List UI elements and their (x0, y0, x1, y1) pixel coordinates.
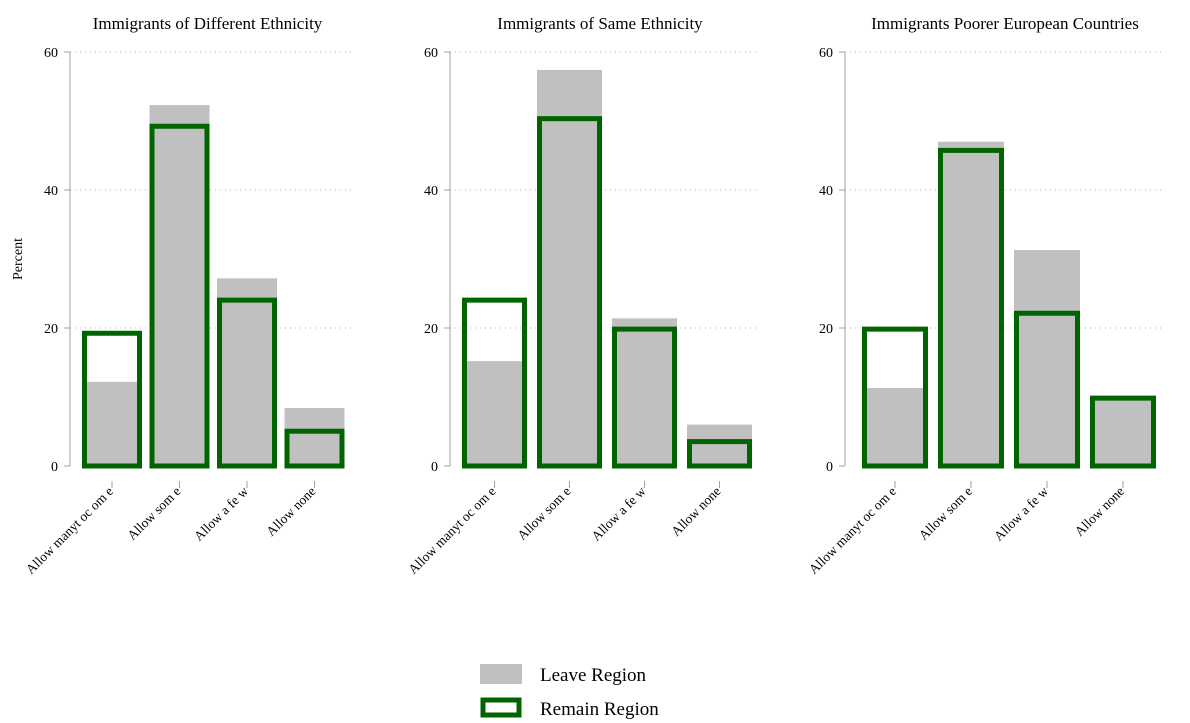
leave-bar-p2-0 (862, 388, 928, 466)
x-tick-label-p1-3: Allow none (668, 484, 723, 539)
y-tick-label-p0-0: 0 (51, 460, 58, 475)
y-tick-label-p2-0: 0 (826, 460, 833, 475)
y-tick-label-p0-3: 60 (44, 46, 58, 61)
legend-label-remain: Remain Region (540, 699, 659, 720)
leave-bar-p2-2 (1014, 250, 1080, 466)
panel-title-1: Immigrants of Same Ethnicity (497, 14, 703, 33)
y-tick-label-p1-0: 0 (431, 460, 438, 475)
leave-bar-p2-3 (1090, 399, 1156, 466)
remain-bar-p1-1 (537, 116, 602, 469)
y-axis-label: Percent (11, 238, 26, 280)
leave-bar-p1-2 (612, 318, 677, 466)
leave-bar-p1-1 (537, 69, 602, 466)
legend-label-leave: Leave Region (540, 665, 647, 686)
legend-swatch-leave (480, 664, 522, 684)
y-tick-label-p1-2: 40 (424, 184, 438, 199)
leave-bar-p2-1 (938, 141, 1004, 466)
leave-bar-p0-3 (284, 408, 345, 466)
x-tick-label-p2-2: Allow a fe w (991, 483, 1051, 543)
remain-bar-p1-0 (462, 297, 527, 469)
x-tick-label-p0-3: Allow none (263, 484, 318, 539)
y-tick-label-p1-3: 60 (424, 46, 438, 61)
x-tick-label-p1-1: Allow som e (514, 484, 573, 543)
panel-title-0: Immigrants of Different Ethnicity (93, 14, 323, 33)
legend-swatch-remain (480, 697, 522, 718)
y-tick-label-p2-1: 20 (819, 322, 833, 337)
y-tick-label-p0-2: 40 (44, 184, 58, 199)
y-tick-label-p1-1: 20 (424, 322, 438, 337)
leave-bar-p0-1 (149, 105, 210, 466)
leave-bar-p1-3 (687, 424, 752, 466)
remain-bar-p0-2 (217, 297, 277, 469)
y-tick-label-p2-2: 40 (819, 184, 833, 199)
x-tick-label-p2-3: Allow none (1072, 484, 1127, 539)
remain-bar-p1-3 (687, 439, 752, 469)
leave-bar-p0-0 (82, 381, 142, 466)
x-tick-label-p0-2: Allow a fe w (191, 483, 251, 543)
remain-bar-p0-0 (82, 330, 142, 469)
remain-bar-p2-0 (862, 326, 928, 469)
x-tick-label-p1-2: Allow a fe w (588, 483, 648, 543)
y-tick-label-p0-1: 20 (44, 322, 58, 337)
remain-bar-p2-1 (938, 147, 1004, 469)
remain-bar-p1-2 (612, 326, 677, 469)
y-tick-label-p2-3: 60 (819, 46, 833, 61)
remain-bar-p2-2 (1014, 310, 1080, 469)
leave-bar-p1-0 (462, 361, 527, 466)
leave-bar-p0-2 (217, 278, 277, 466)
remain-bar-p0-1 (149, 123, 210, 469)
x-tick-label-p0-1: Allow som e (124, 484, 183, 543)
panel-title-2: Immigrants Poorer European Countries (871, 14, 1139, 33)
x-tick-label-p0-0: Allow manyt oc om e (23, 484, 116, 577)
x-tick-label-p2-1: Allow som e (916, 484, 975, 543)
x-tick-label-p2-0: Allow manyt oc om e (806, 484, 899, 577)
x-tick-label-p1-0: Allow manyt oc om e (405, 484, 498, 577)
remain-bar-p0-3 (284, 428, 345, 469)
remain-bar-p2-3 (1090, 395, 1156, 469)
